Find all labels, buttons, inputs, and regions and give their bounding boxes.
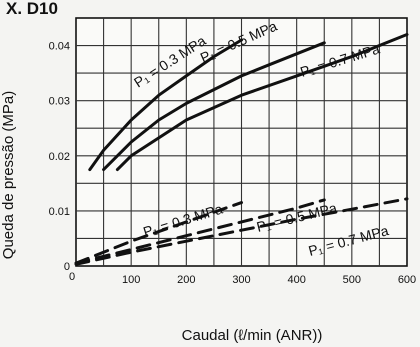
x-axis-title: Caudal (ℓ/min (ANR)) <box>182 327 323 344</box>
x-tick-label: 500 <box>343 274 361 286</box>
x-tick-label: 200 <box>177 274 195 286</box>
chart-header: X. D10 <box>6 0 58 18</box>
y-axis-title: Queda de pressão (MPa) <box>0 91 17 259</box>
y-tick-label: 0.02 <box>49 151 70 163</box>
series-line-5 <box>74 198 326 265</box>
x-tick-label: 300 <box>232 274 250 286</box>
x-tick-label: 400 <box>287 274 305 286</box>
series-line-4 <box>74 201 243 265</box>
series-line-1 <box>88 38 243 172</box>
x-tick-label: 600 <box>398 274 416 286</box>
x-tick-label: 100 <box>122 274 140 286</box>
y-tick-label: 0.01 <box>49 206 70 218</box>
series-line-2 <box>102 41 326 172</box>
series-line-6 <box>74 197 409 266</box>
y-tick-label: 0 <box>64 261 70 273</box>
y-tick-label: 0.04 <box>49 41 70 53</box>
y-tick-label: 0.03 <box>49 96 70 108</box>
series-layer <box>74 33 409 266</box>
series-line-3 <box>115 33 409 172</box>
origin-label: 0 <box>69 271 75 283</box>
tick-layer: 100 200 300 400 500 600 0 0.01 0.02 0.03 0.04 0 <box>49 41 417 286</box>
